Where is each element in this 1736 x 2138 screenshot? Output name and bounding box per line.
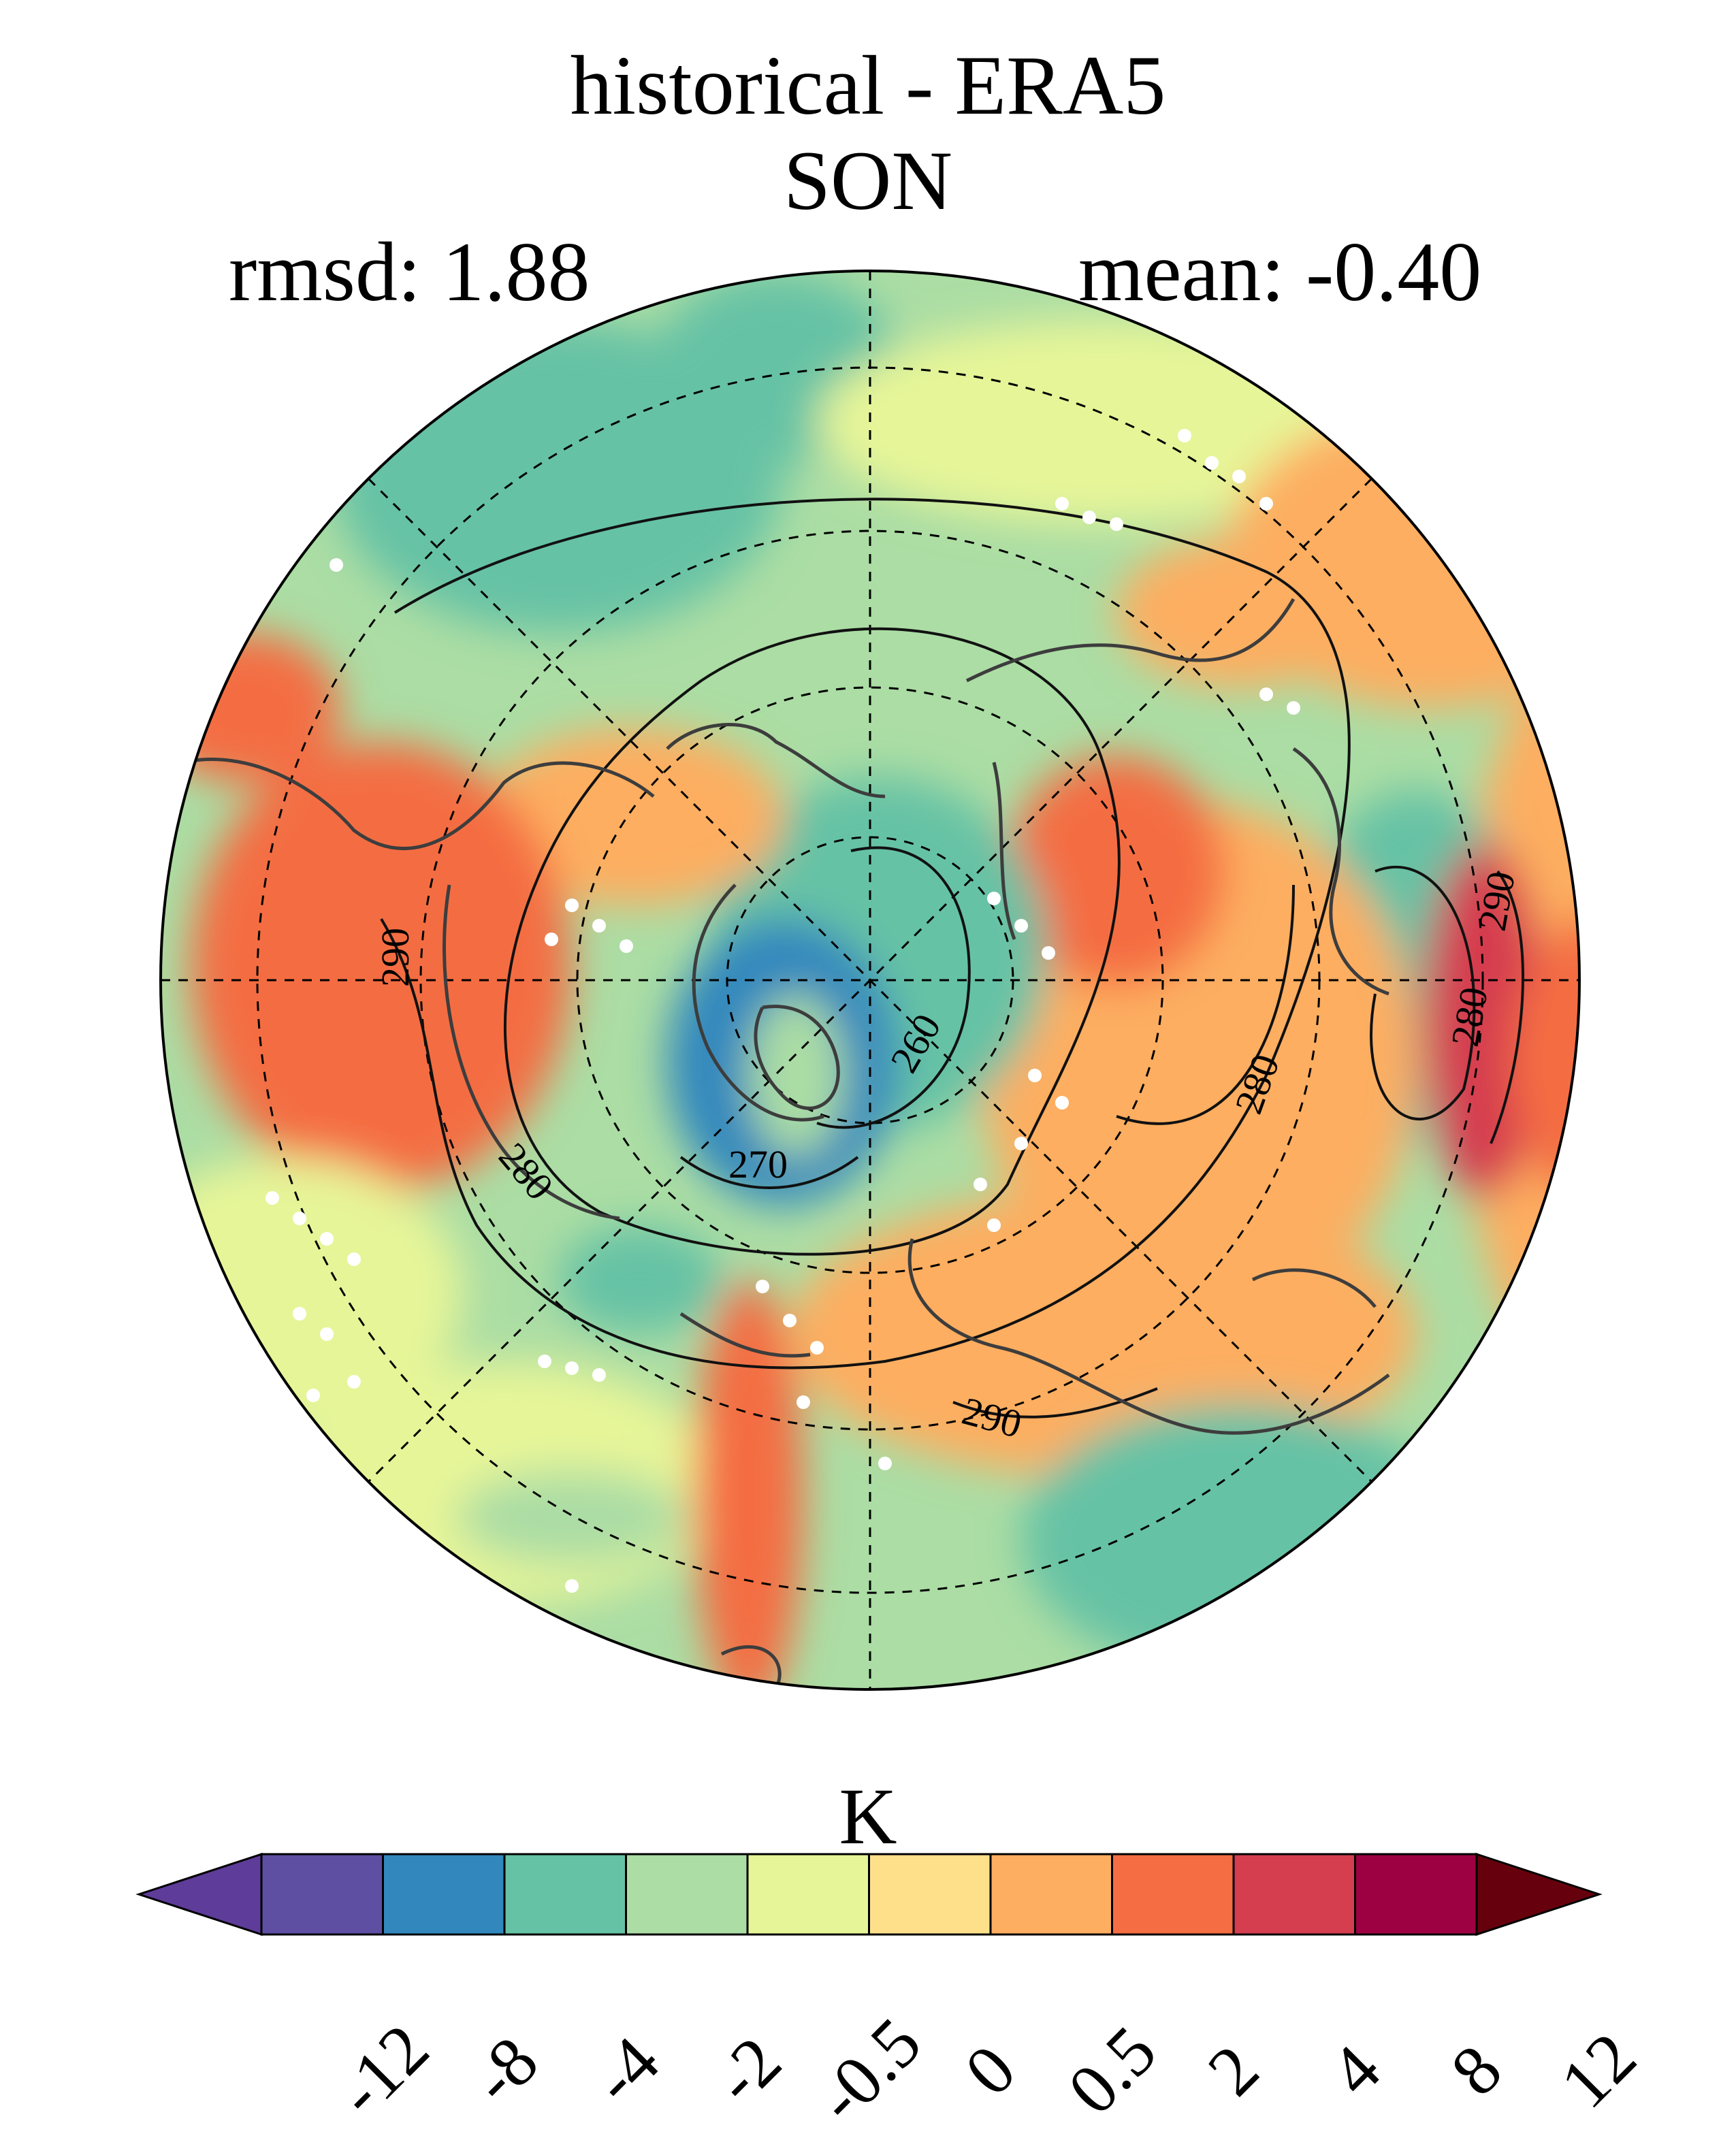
colorbar-segment xyxy=(746,1853,870,1936)
map-title: historical - ERA5 xyxy=(570,39,1166,132)
significance-stippling xyxy=(266,429,1300,1593)
map-boundary xyxy=(159,270,1581,1691)
colorbar-segments xyxy=(135,1852,1603,1937)
colorbar xyxy=(135,1852,1603,1937)
anomaly-field xyxy=(161,271,1579,1689)
colorbar-segment xyxy=(1354,1853,1478,1936)
contour-label: 290 xyxy=(1470,868,1524,934)
colorbar-tick-label: 0 xyxy=(950,2030,1031,2111)
colorbar-tick-label: 4 xyxy=(1315,2030,1396,2111)
contour-label: 290 xyxy=(373,928,417,987)
contour-label: 270 xyxy=(728,1142,788,1186)
polar-map: 290 280 260 270 280 280 290 290 280 xyxy=(159,270,1581,1691)
colorbar-units: K xyxy=(839,1772,897,1861)
colorbar-tick-label: 8 xyxy=(1436,2030,1517,2111)
colorbar-segment xyxy=(1232,1853,1356,1936)
colorbar-segment xyxy=(989,1853,1113,1936)
rmsd-label: rmsd: 1.88 xyxy=(229,225,590,319)
colorbar-segment xyxy=(625,1853,749,1936)
colorbar-segment xyxy=(1111,1853,1235,1936)
colorbar-tick-label: 2 xyxy=(1193,2030,1274,2111)
contour-label: 280 xyxy=(1443,984,1496,1050)
colorbar-segment xyxy=(382,1853,506,1936)
coastlines xyxy=(183,598,1390,1689)
mean-label: mean: -0.40 xyxy=(1078,225,1482,319)
colorbar-extension-low xyxy=(135,1852,263,1937)
season-label: SON xyxy=(783,134,953,227)
graticule xyxy=(161,271,1579,1689)
colorbar-extension-high xyxy=(1475,1852,1603,1937)
colorbar-segment xyxy=(503,1853,627,1936)
colorbar-segment xyxy=(260,1853,384,1936)
colorbar-segment xyxy=(868,1853,992,1936)
